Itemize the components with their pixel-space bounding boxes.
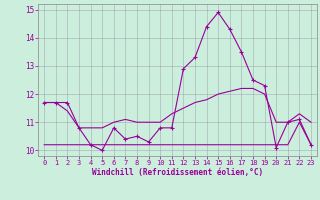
X-axis label: Windchill (Refroidissement éolien,°C): Windchill (Refroidissement éolien,°C) bbox=[92, 168, 263, 177]
